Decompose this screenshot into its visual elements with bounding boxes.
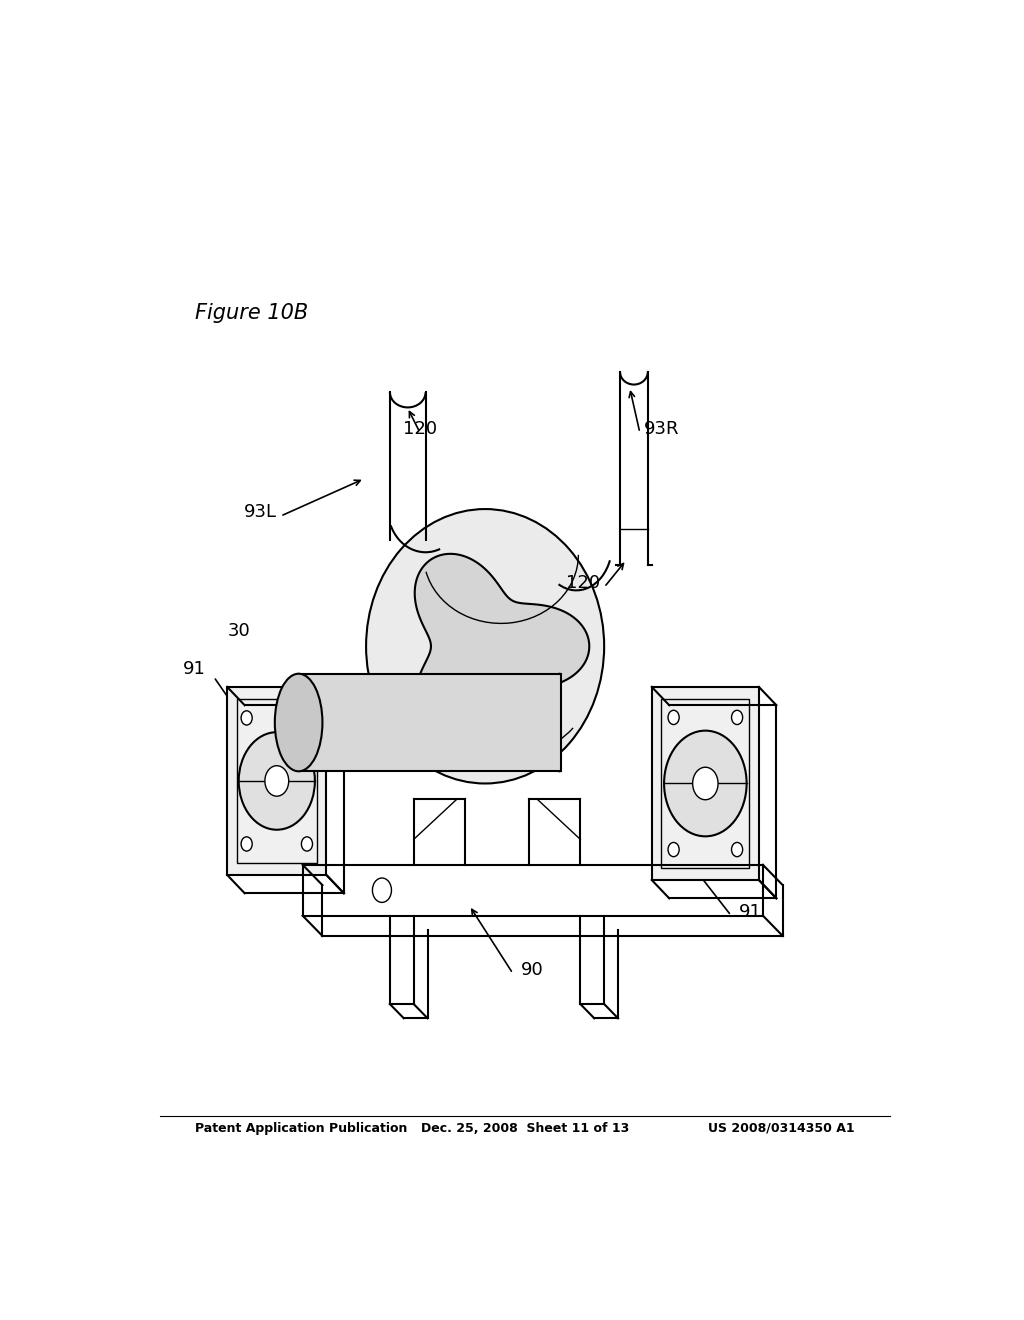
Text: Patent Application Publication: Patent Application Publication — [196, 1122, 408, 1135]
Circle shape — [241, 837, 252, 851]
Circle shape — [665, 731, 746, 837]
Circle shape — [301, 837, 312, 851]
Polygon shape — [415, 554, 589, 739]
Text: 120: 120 — [403, 420, 437, 438]
Bar — [662, 700, 750, 867]
Circle shape — [668, 710, 679, 725]
Circle shape — [239, 733, 315, 830]
Circle shape — [731, 842, 742, 857]
Ellipse shape — [274, 673, 323, 771]
Circle shape — [301, 710, 312, 725]
Text: 93R: 93R — [644, 420, 679, 438]
Bar — [237, 700, 316, 863]
Text: 120: 120 — [566, 574, 600, 593]
Text: Dec. 25, 2008  Sheet 11 of 13: Dec. 25, 2008 Sheet 11 of 13 — [421, 1122, 629, 1135]
Text: 30: 30 — [227, 622, 251, 640]
Bar — [652, 686, 759, 880]
Ellipse shape — [367, 510, 604, 784]
Circle shape — [692, 767, 718, 800]
Text: 90: 90 — [521, 961, 544, 978]
Bar — [299, 673, 560, 771]
Text: US 2008/0314350 A1: US 2008/0314350 A1 — [708, 1122, 854, 1135]
Text: 91: 91 — [183, 660, 206, 677]
Circle shape — [668, 842, 679, 857]
Text: Figure 10B: Figure 10B — [196, 302, 308, 323]
Circle shape — [373, 878, 391, 903]
Circle shape — [731, 710, 742, 725]
Bar — [227, 686, 327, 875]
Circle shape — [265, 766, 289, 796]
Text: 93L: 93L — [244, 503, 276, 521]
Circle shape — [241, 710, 252, 725]
Text: 91: 91 — [739, 903, 762, 921]
